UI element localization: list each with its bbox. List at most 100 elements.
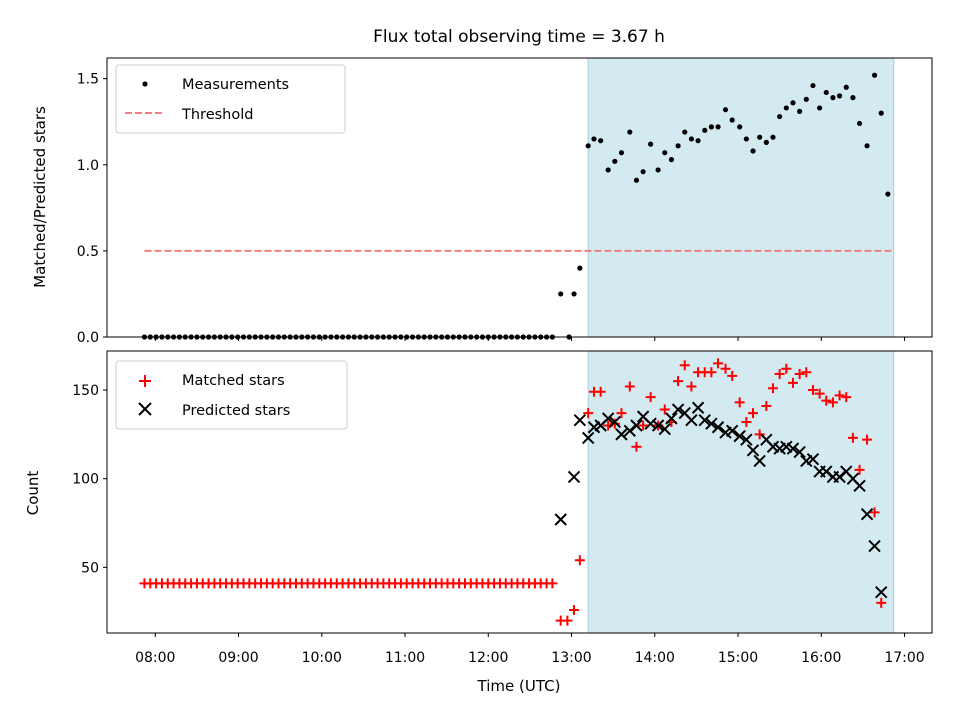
measurement-point: [675, 143, 681, 149]
matched-star-point: [862, 434, 873, 445]
measurement-point: [729, 117, 735, 123]
legend-threshold-label: Threshold: [181, 107, 253, 123]
measurement-point: [648, 141, 654, 147]
matched-star-point: [624, 381, 635, 392]
legend-measurements-marker: [142, 81, 148, 87]
legend-matched-marker: [139, 375, 151, 387]
predicted-star-point: [685, 413, 698, 427]
predicted-star-point: [554, 513, 567, 526]
matched-star-point: [841, 392, 852, 403]
matched-star-point: [609, 418, 620, 429]
measurement-point: [591, 136, 597, 142]
predicted-star-point: [573, 413, 587, 427]
matched-star-point: [827, 397, 838, 408]
measurement-point: [655, 167, 661, 173]
matched-star-point: [847, 432, 858, 443]
measurement-point: [743, 136, 749, 142]
predicted-star-point: [875, 586, 888, 599]
measurement-point: [817, 105, 823, 111]
x-tick-label: 15:00: [718, 650, 758, 666]
measurement-point: [850, 95, 856, 101]
measurement-point: [871, 72, 878, 78]
predicted-star-point: [630, 419, 643, 432]
measurement-point: [715, 124, 721, 130]
bottom-legend: Matched stars Predicted stars: [115, 360, 348, 430]
predicted-star-point: [711, 421, 725, 434]
bottom-panel-frame: [106, 350, 933, 634]
measurement-point: [702, 127, 708, 133]
x-tick-label: 12:00: [468, 650, 508, 666]
predicted-star-point: [853, 479, 866, 492]
predicted-star-point: [860, 507, 874, 521]
measurement-point: [618, 150, 625, 156]
bottom-panel-ticks: 50 100 150: [72, 383, 906, 637]
predicted-star-point: [608, 415, 622, 429]
x-tick-label: 11:00: [385, 650, 425, 666]
bottom-panel: 50 100 150 Count Matched stars Predicted s…: [24, 350, 933, 637]
observing-window-bottom: [587, 350, 895, 634]
matched-star-point: [774, 369, 785, 380]
top-panel: 0.0 0.5 1.0 1.5 Matched/Predicted stars Mea…: [31, 57, 933, 346]
measurement-point: [627, 129, 633, 135]
predicted-star-point: [868, 539, 881, 553]
matched-star-point: [807, 385, 818, 396]
measurement-point: [803, 96, 809, 102]
predicted-star-point: [698, 413, 711, 427]
matched-star-point: [595, 386, 606, 397]
measurement-point: [577, 265, 583, 271]
legend-predicted-label: Predicted stars: [182, 403, 290, 419]
predicted-star-point: [651, 419, 665, 432]
matched-star-point: [748, 408, 759, 419]
matched-star-point: [754, 429, 765, 440]
predicted-star-point: [740, 433, 753, 446]
predicted-star-point: [644, 417, 657, 430]
measurement-point: [757, 134, 763, 140]
measurement-point: [885, 191, 891, 197]
legend-predicted-marker: [138, 402, 152, 416]
measurement-point: [878, 110, 884, 116]
matched-star-point: [659, 404, 670, 415]
matched-star-point: [781, 363, 792, 374]
measurement-point: [598, 138, 604, 144]
y-tick-label: 150: [72, 383, 99, 399]
top-y-axis-label: Matched/Predicted stars: [31, 106, 49, 288]
measurement-point: [864, 143, 870, 149]
matched-star-point: [821, 395, 832, 406]
x-tick-label: 10:00: [302, 650, 342, 666]
matched-star-point: [727, 370, 738, 381]
measurement-point: [585, 143, 591, 149]
predicted-star-point: [567, 470, 581, 484]
measurement-point: [770, 134, 776, 140]
bottom-panel-data: [139, 358, 888, 626]
matched-star-point: [854, 464, 865, 475]
legend-matched-label: Matched stars: [182, 373, 285, 389]
matched-star-point: [869, 507, 880, 518]
matched-star-point: [761, 400, 772, 411]
top-legend: Measurements Threshold: [115, 64, 346, 134]
predicted-star-point: [725, 424, 739, 438]
measurement-point: [558, 291, 564, 297]
predicted-star-point: [733, 429, 746, 443]
predicted-star-point: [746, 444, 760, 457]
predicted-star-point: [806, 452, 820, 466]
matched-star-point: [574, 555, 585, 566]
top-panel-frame: [106, 57, 933, 338]
predicted-star-point: [793, 445, 806, 459]
matched-star-point: [583, 408, 594, 419]
predicted-star-point: [753, 454, 766, 468]
measurement-point: [633, 177, 640, 183]
predicted-star-point: [786, 442, 800, 455]
matched-star-point: [645, 392, 656, 403]
measurement-point: [662, 150, 668, 156]
measurement-point: [783, 105, 789, 111]
legend-measurements-label: Measurements: [182, 77, 289, 93]
predicted-star-point: [581, 431, 595, 445]
measurement-point: [571, 291, 577, 297]
chart-title: Flux total observing time = 3.67 h: [373, 27, 665, 47]
matched-star-point: [569, 604, 580, 615]
matched-star-point: [794, 369, 805, 380]
predicted-star-point: [691, 401, 705, 414]
x-tick-label: 09:00: [218, 650, 258, 666]
measurement-point: [856, 120, 863, 127]
